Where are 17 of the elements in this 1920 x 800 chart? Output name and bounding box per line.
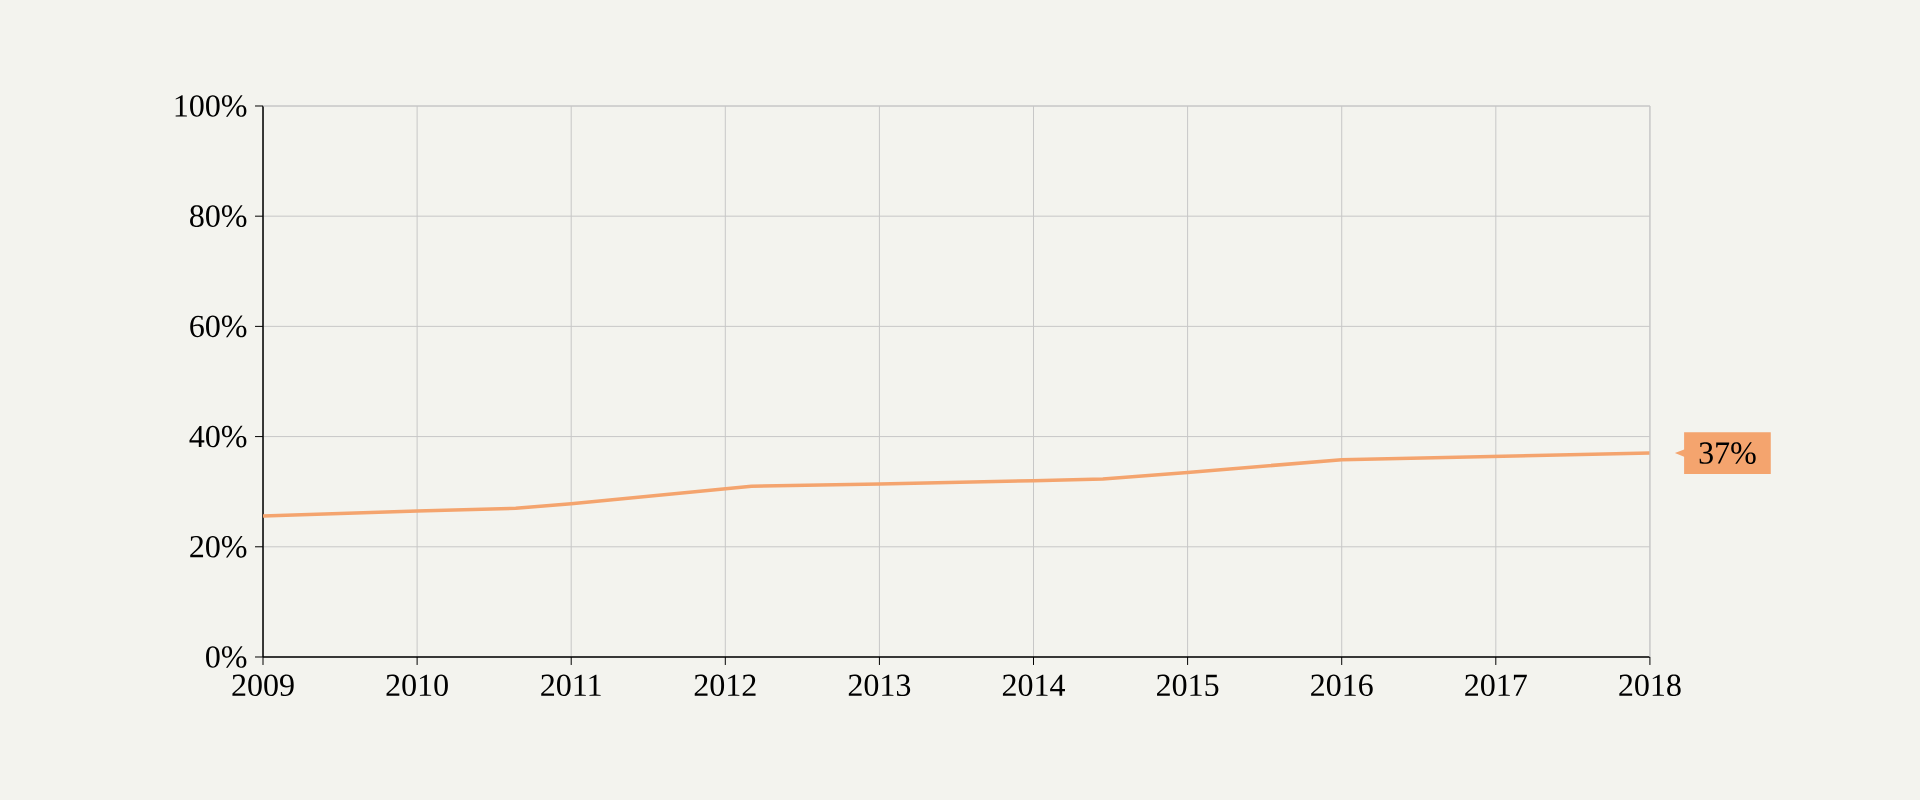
x-tick-label: 2012: [694, 674, 756, 697]
x-tick-label: 2018: [1619, 674, 1681, 697]
y-tick-label: 40%: [189, 425, 247, 448]
y-tick-label: 100%: [175, 95, 247, 117]
y-tick-label: 80%: [190, 205, 247, 228]
x-tick-label: 2014: [1002, 674, 1065, 697]
x-tick-label: 2013: [848, 674, 911, 697]
y-tick-label: 60%: [190, 315, 247, 338]
x-tick-label: 2017: [1465, 674, 1527, 697]
y-tick-label: 0%: [206, 646, 247, 668]
x-tick-label: 2015: [1157, 674, 1219, 697]
x-tick-label: 2009: [232, 674, 294, 697]
data-label: 37%: [1699, 442, 1756, 464]
x-tick-label: 2016: [1311, 674, 1373, 697]
y-tick-label: 20%: [190, 535, 247, 558]
x-tick-label: 2010: [386, 674, 448, 697]
x-tick-label: 2011: [541, 674, 601, 697]
